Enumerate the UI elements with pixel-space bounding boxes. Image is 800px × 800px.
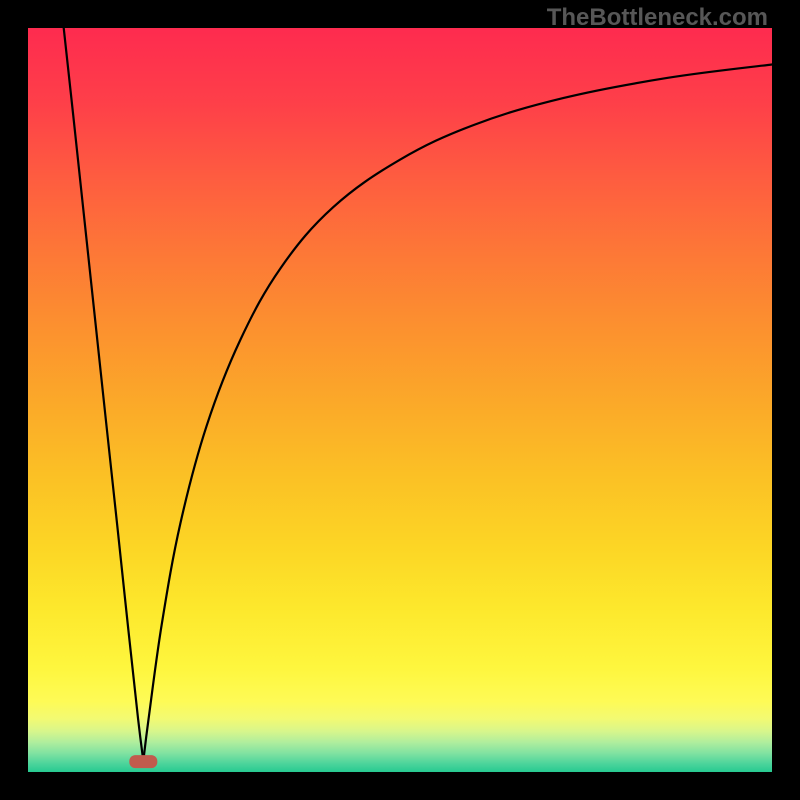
bottleneck-curve-left [64, 28, 144, 761]
watermark-text: TheBottleneck.com [547, 4, 768, 32]
plot-area [28, 28, 772, 772]
bottleneck-curve-right [143, 64, 772, 760]
chart-svg [28, 28, 772, 772]
optimum-marker [129, 755, 157, 768]
